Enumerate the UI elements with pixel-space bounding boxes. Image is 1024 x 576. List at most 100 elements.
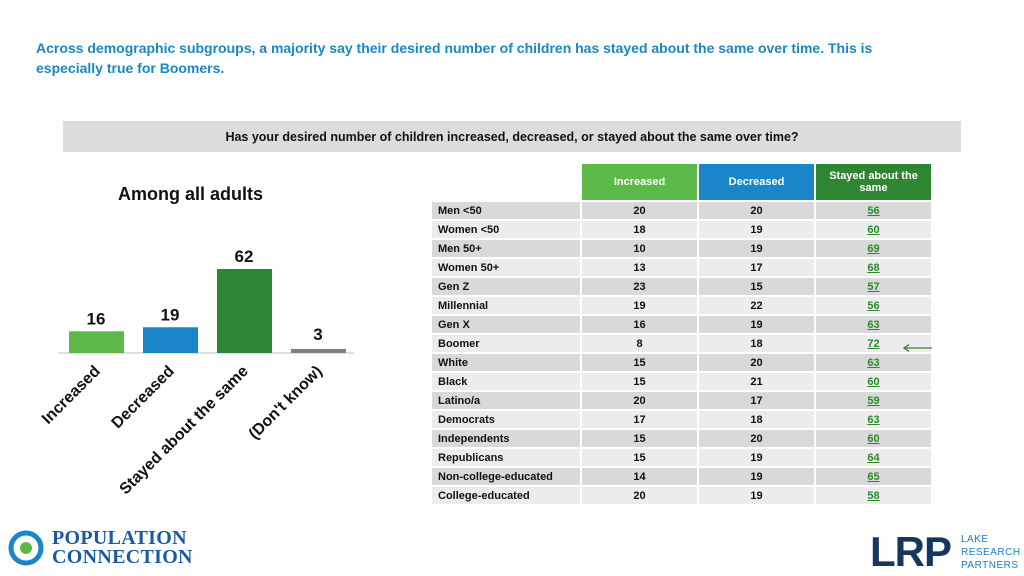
row-label: Women <50 bbox=[432, 221, 580, 240]
subgroup-table: Increased Decreased Stayed about the sam… bbox=[430, 164, 933, 506]
row-label: College-educated bbox=[432, 487, 580, 506]
cell-decreased: 21 bbox=[699, 373, 814, 392]
row-label: Independents bbox=[432, 430, 580, 449]
row-label: Non-college-educated bbox=[432, 468, 580, 487]
table-row: White 15 20 63 bbox=[432, 354, 931, 373]
slide-headline: Across demographic subgroups, a majority… bbox=[36, 40, 873, 76]
table-corner bbox=[432, 164, 580, 202]
table-row: Gen Z 23 15 57 bbox=[432, 278, 931, 297]
question-banner: Has your desired number of children incr… bbox=[63, 121, 961, 152]
cell-decreased: 18 bbox=[699, 411, 814, 430]
table-row: Republicans 15 19 64 bbox=[432, 449, 931, 468]
col-header-decreased: Decreased bbox=[699, 164, 814, 202]
cell-increased: 15 bbox=[582, 430, 697, 449]
table-row: Latino/a 20 17 59 bbox=[432, 392, 931, 411]
table-row: Women <50 18 19 60 bbox=[432, 221, 931, 240]
bar-value-label: 62 bbox=[235, 247, 254, 266]
question-text: Has your desired number of children incr… bbox=[225, 129, 799, 144]
cell-stayed: 69 bbox=[816, 240, 931, 259]
category-label: Increased bbox=[39, 363, 104, 428]
row-label: Republicans bbox=[432, 449, 580, 468]
cell-increased: 20 bbox=[582, 392, 697, 411]
cell-increased: 17 bbox=[582, 411, 697, 430]
table-row: College-educated 20 19 58 bbox=[432, 487, 931, 506]
cell-stayed: 63 bbox=[816, 316, 931, 335]
row-label: White bbox=[432, 354, 580, 373]
row-label: Millennial bbox=[432, 297, 580, 316]
table-row: Independents 15 20 60 bbox=[432, 430, 931, 449]
cell-increased: 16 bbox=[582, 316, 697, 335]
population-connection-mark-icon bbox=[8, 530, 44, 566]
cell-decreased: 17 bbox=[699, 392, 814, 411]
table-row: Gen X 16 19 63 bbox=[432, 316, 931, 335]
cell-increased: 10 bbox=[582, 240, 697, 259]
table-row: Millennial 19 22 56 bbox=[432, 297, 931, 316]
table-row: Black 15 21 60 bbox=[432, 373, 931, 392]
cell-decreased: 20 bbox=[699, 202, 814, 221]
cell-increased: 19 bbox=[582, 297, 697, 316]
cell-stayed: 63 bbox=[816, 354, 931, 373]
bar-value-label: 19 bbox=[161, 305, 180, 324]
cell-stayed: 64 bbox=[816, 449, 931, 468]
table-row: Women 50+ 13 17 68 bbox=[432, 259, 931, 278]
category-label: (Don't know) bbox=[246, 363, 326, 443]
logo-left-line2: CONNECTION bbox=[52, 546, 193, 568]
table-row: Men <50 20 20 56 bbox=[432, 202, 931, 221]
cell-increased: 20 bbox=[582, 202, 697, 221]
bar bbox=[143, 327, 198, 353]
cell-stayed: 60 bbox=[816, 430, 931, 449]
cell-stayed: 56 bbox=[816, 202, 931, 221]
cell-stayed: 56 bbox=[816, 297, 931, 316]
cell-decreased: 15 bbox=[699, 278, 814, 297]
cell-decreased: 19 bbox=[699, 468, 814, 487]
row-label: Men 50+ bbox=[432, 240, 580, 259]
col-header-increased: Increased bbox=[582, 164, 697, 202]
row-label: Men <50 bbox=[432, 202, 580, 221]
cell-decreased: 18 bbox=[699, 335, 814, 354]
category-label: Decreased bbox=[109, 363, 178, 432]
cell-increased: 23 bbox=[582, 278, 697, 297]
cell-increased: 15 bbox=[582, 354, 697, 373]
row-label: Black bbox=[432, 373, 580, 392]
logo-left-line1: POPULATION bbox=[52, 527, 187, 549]
cell-increased: 15 bbox=[582, 373, 697, 392]
bar bbox=[291, 348, 346, 353]
cell-stayed: 60 bbox=[816, 221, 931, 240]
category-label: Stayed about the same bbox=[117, 363, 252, 498]
cell-decreased: 22 bbox=[699, 297, 814, 316]
cell-stayed: 57 bbox=[816, 278, 931, 297]
row-label: Gen X bbox=[432, 316, 580, 335]
cell-increased: 18 bbox=[582, 221, 697, 240]
lrp-wordmark: LRP bbox=[870, 528, 952, 575]
lrp-logo: LRP LAKE RESEARCH PARTNERS bbox=[870, 530, 1021, 574]
row-label: Gen Z bbox=[432, 278, 580, 297]
cell-increased: 15 bbox=[582, 449, 697, 468]
row-label: Democrats bbox=[432, 411, 580, 430]
cell-stayed: 65 bbox=[816, 468, 931, 487]
row-label: Boomer bbox=[432, 335, 580, 354]
bar bbox=[69, 331, 124, 353]
row-label: Women 50+ bbox=[432, 259, 580, 278]
bar bbox=[217, 269, 272, 353]
cell-stayed: 60 bbox=[816, 373, 931, 392]
cell-stayed: 58 bbox=[816, 487, 931, 506]
cell-decreased: 19 bbox=[699, 449, 814, 468]
cell-decreased: 20 bbox=[699, 354, 814, 373]
row-label: Latino/a bbox=[432, 392, 580, 411]
population-connection-logo: POPULATION CONNECTION bbox=[6, 528, 193, 568]
lrp-line2: RESEARCH bbox=[961, 546, 1021, 558]
table-row: Non-college-educated 14 19 65 bbox=[432, 468, 931, 487]
bar-value-label: 3 bbox=[313, 325, 322, 344]
cell-stayed: 59 bbox=[816, 392, 931, 411]
cell-decreased: 19 bbox=[699, 221, 814, 240]
cell-decreased: 19 bbox=[699, 316, 814, 335]
cell-stayed: 72 bbox=[816, 335, 931, 354]
cell-stayed: 68 bbox=[816, 259, 931, 278]
cell-increased: 14 bbox=[582, 468, 697, 487]
cell-decreased: 19 bbox=[699, 487, 814, 506]
col-header-stayed: Stayed about the same bbox=[816, 164, 931, 202]
cell-increased: 8 bbox=[582, 335, 697, 354]
table-row: Boomer 8 18 72 bbox=[432, 335, 931, 354]
lrp-line1: LAKE bbox=[961, 533, 989, 545]
cell-decreased: 17 bbox=[699, 259, 814, 278]
